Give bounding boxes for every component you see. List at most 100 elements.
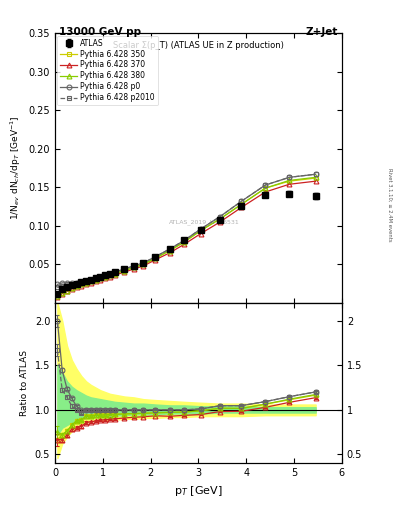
Pythia 6.428 380 bbox=[74, 283, 79, 289]
Text: Rivet 3.1.10; ≥ 2.4M events: Rivet 3.1.10; ≥ 2.4M events bbox=[387, 168, 392, 242]
Pythia 6.428 380 bbox=[88, 278, 93, 284]
Pythia 6.428 380 bbox=[218, 216, 222, 222]
Pythia 6.428 p2010 bbox=[84, 278, 88, 284]
Pythia 6.428 380 bbox=[141, 261, 146, 267]
Pythia 6.428 p0 bbox=[313, 171, 318, 177]
Pythia 6.428 p0 bbox=[98, 273, 103, 280]
Pythia 6.428 350 bbox=[88, 278, 93, 284]
Pythia 6.428 350 bbox=[93, 276, 98, 283]
Pythia 6.428 p2010 bbox=[98, 273, 103, 280]
Pythia 6.428 380 bbox=[70, 285, 74, 291]
Pythia 6.428 p2010 bbox=[103, 272, 108, 278]
Pythia 6.428 380 bbox=[263, 185, 268, 191]
Pythia 6.428 p0 bbox=[153, 253, 158, 260]
Pythia 6.428 370 bbox=[60, 291, 64, 297]
Text: ATLAS_2019_I1736531: ATLAS_2019_I1736531 bbox=[169, 219, 240, 225]
Pythia 6.428 p0 bbox=[74, 280, 79, 286]
Pythia 6.428 370 bbox=[218, 219, 222, 225]
Pythia 6.428 380 bbox=[103, 273, 108, 280]
Pythia 6.428 380 bbox=[132, 264, 136, 270]
Pythia 6.428 p2010 bbox=[88, 276, 93, 283]
Pythia 6.428 p0 bbox=[93, 275, 98, 281]
Pythia 6.428 380 bbox=[108, 272, 112, 278]
Pythia 6.428 380 bbox=[122, 267, 127, 273]
Pythia 6.428 p0 bbox=[182, 238, 187, 244]
Pythia 6.428 370 bbox=[198, 230, 203, 237]
Pythia 6.428 p0 bbox=[122, 266, 127, 272]
Pythia 6.428 370 bbox=[88, 280, 93, 286]
Pythia 6.428 380 bbox=[60, 290, 64, 296]
Pythia 6.428 350 bbox=[122, 267, 127, 273]
Pythia 6.428 350 bbox=[132, 264, 136, 270]
Pythia 6.428 370 bbox=[103, 275, 108, 281]
Pythia 6.428 p2010 bbox=[79, 280, 84, 286]
Pythia 6.428 380 bbox=[167, 247, 172, 253]
Pythia 6.428 p0 bbox=[218, 214, 222, 220]
Pythia 6.428 370 bbox=[70, 286, 74, 292]
Pythia 6.428 350 bbox=[84, 280, 88, 286]
Pythia 6.428 p2010 bbox=[122, 266, 127, 272]
Pythia 6.428 p2010 bbox=[182, 238, 187, 244]
Pythia 6.428 380 bbox=[287, 177, 292, 183]
Pythia 6.428 350 bbox=[198, 227, 203, 233]
Pythia 6.428 p2010 bbox=[313, 171, 318, 177]
Pythia 6.428 380 bbox=[64, 287, 69, 293]
Pythia 6.428 380 bbox=[153, 255, 158, 261]
Pythia 6.428 p2010 bbox=[112, 269, 117, 275]
Pythia 6.428 p0 bbox=[112, 269, 117, 275]
Pythia 6.428 370 bbox=[132, 266, 136, 272]
Pythia 6.428 p2010 bbox=[132, 263, 136, 269]
Pythia 6.428 380 bbox=[198, 227, 203, 233]
Pythia 6.428 p0 bbox=[287, 174, 292, 180]
Pythia 6.428 350 bbox=[64, 287, 69, 293]
Pythia 6.428 350 bbox=[70, 285, 74, 291]
Pythia 6.428 p2010 bbox=[60, 283, 64, 289]
Pythia 6.428 350 bbox=[112, 270, 117, 276]
Pythia 6.428 370 bbox=[167, 250, 172, 256]
Pythia 6.428 380 bbox=[84, 280, 88, 286]
Pythia 6.428 370 bbox=[108, 273, 112, 280]
Pythia 6.428 p0 bbox=[64, 280, 69, 286]
Pythia 6.428 380 bbox=[79, 281, 84, 287]
Pythia 6.428 p2010 bbox=[55, 284, 60, 290]
Pythia 6.428 380 bbox=[55, 293, 60, 299]
Pythia 6.428 370 bbox=[313, 178, 318, 184]
Pythia 6.428 350 bbox=[239, 201, 244, 207]
Pythia 6.428 350 bbox=[98, 275, 103, 281]
Pythia 6.428 370 bbox=[98, 276, 103, 283]
Pythia 6.428 p0 bbox=[84, 278, 88, 284]
Pythia 6.428 p0 bbox=[79, 279, 84, 285]
Pythia 6.428 370 bbox=[64, 288, 69, 294]
Pythia 6.428 380 bbox=[182, 239, 187, 245]
Pythia 6.428 350 bbox=[55, 294, 60, 300]
Pythia 6.428 p2010 bbox=[93, 275, 98, 281]
Pythia 6.428 p2010 bbox=[218, 214, 222, 220]
Legend: ATLAS, Pythia 6.428 350, Pythia 6.428 370, Pythia 6.428 380, Pythia 6.428 p0, Py: ATLAS, Pythia 6.428 350, Pythia 6.428 37… bbox=[57, 35, 158, 105]
Pythia 6.428 p2010 bbox=[287, 174, 292, 180]
Text: Z+Jet: Z+Jet bbox=[306, 27, 338, 37]
Line: Pythia 6.428 380: Pythia 6.428 380 bbox=[55, 175, 318, 298]
Pythia 6.428 p0 bbox=[132, 263, 136, 269]
Pythia 6.428 370 bbox=[93, 278, 98, 284]
Line: Pythia 6.428 350: Pythia 6.428 350 bbox=[55, 176, 318, 299]
Pythia 6.428 370 bbox=[122, 269, 127, 275]
Pythia 6.428 380 bbox=[239, 201, 244, 207]
Text: 13000 GeV pp: 13000 GeV pp bbox=[59, 27, 141, 37]
Line: Pythia 6.428 p2010: Pythia 6.428 p2010 bbox=[55, 172, 318, 290]
X-axis label: p$_T$ [GeV]: p$_T$ [GeV] bbox=[174, 484, 223, 498]
Pythia 6.428 p2010 bbox=[263, 182, 268, 188]
Pythia 6.428 p0 bbox=[70, 280, 74, 286]
Pythia 6.428 350 bbox=[167, 247, 172, 253]
Pythia 6.428 350 bbox=[313, 175, 318, 181]
Pythia 6.428 p0 bbox=[60, 280, 64, 286]
Pythia 6.428 p2010 bbox=[153, 253, 158, 260]
Pythia 6.428 p2010 bbox=[239, 198, 244, 204]
Pythia 6.428 p0 bbox=[55, 281, 60, 287]
Pythia 6.428 p0 bbox=[263, 182, 268, 188]
Pythia 6.428 p2010 bbox=[108, 270, 112, 276]
Line: Pythia 6.428 370: Pythia 6.428 370 bbox=[55, 179, 318, 299]
Pythia 6.428 370 bbox=[287, 181, 292, 187]
Y-axis label: 1/N$_{ev}$ dN$_{ch}$/dp$_T$ [GeV$^{-1}$]: 1/N$_{ev}$ dN$_{ch}$/dp$_T$ [GeV$^{-1}$] bbox=[9, 116, 23, 220]
Pythia 6.428 350 bbox=[182, 239, 187, 245]
Pythia 6.428 p2010 bbox=[64, 281, 69, 287]
